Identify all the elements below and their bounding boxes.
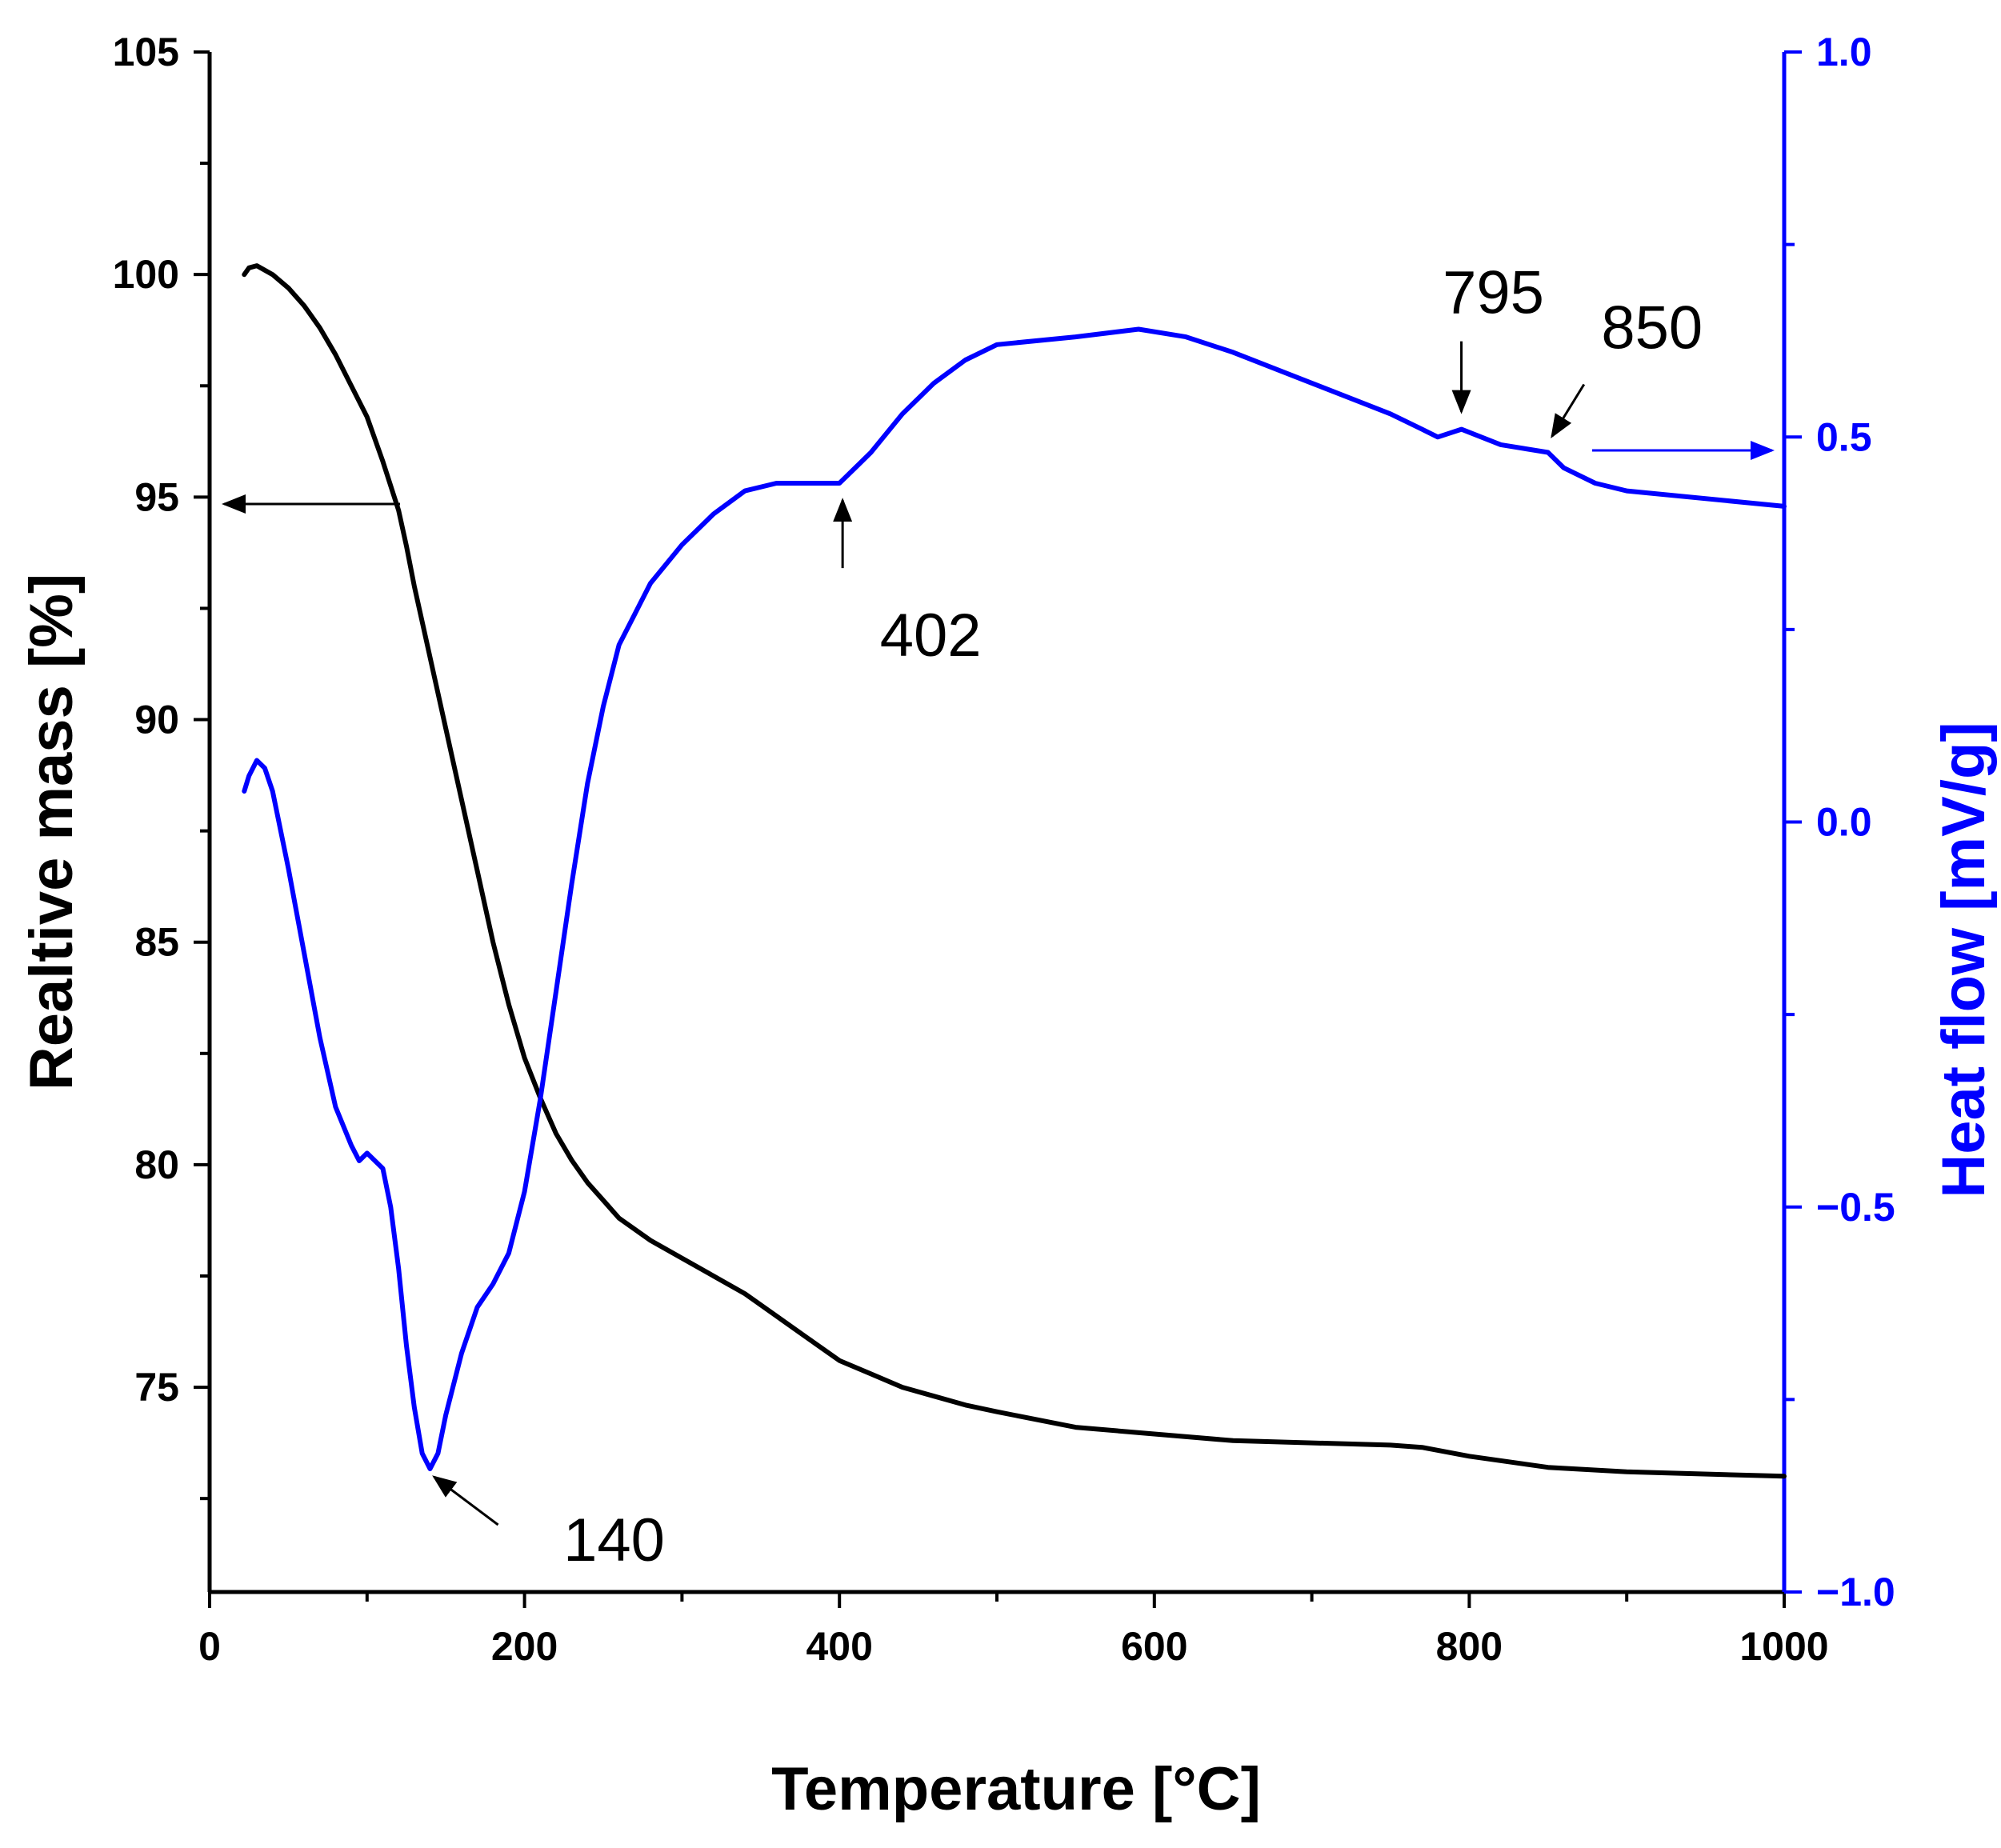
x-tick-label: 400 <box>806 1624 872 1669</box>
y2-tick-label: −0.5 <box>1816 1185 1895 1230</box>
annotation-label-140: 140 <box>563 1506 665 1574</box>
y2-tick-label: −1.0 <box>1816 1570 1895 1614</box>
y-axis-right: −1.0 −0.5 0.0 0.5 1.0 <box>1784 30 1895 1614</box>
annotation-layer: 140 402 795 850 <box>222 259 1775 1574</box>
heat-flow-line <box>242 326 1787 1471</box>
relative-mass-line <box>242 263 1787 1479</box>
y-axis-title: Realtive mass [%] <box>18 574 86 1090</box>
x-tick-label: 600 <box>1121 1624 1187 1669</box>
y2-axis-title: Heat flow [mV/g] <box>1930 722 1998 1198</box>
annotation-label-402: 402 <box>880 602 982 670</box>
y-axis-left: 75 80 85 90 95 100 105 <box>113 30 210 1501</box>
x-tick-label: 0 <box>198 1624 221 1669</box>
annotation-arrow-850 <box>1551 383 1586 439</box>
x-tick-label: 800 <box>1436 1624 1503 1669</box>
series-layer <box>242 263 1787 1479</box>
y2-tick-label: 0.0 <box>1816 800 1872 845</box>
x-axis-title: Temperature [°C] <box>771 1755 1261 1823</box>
y2-tick-label: 1.0 <box>1816 30 1872 74</box>
annotation-label-850: 850 <box>1601 294 1703 362</box>
y-tick-label: 75 <box>134 1365 179 1410</box>
y-tick-label: 100 <box>113 252 179 297</box>
plot-frame <box>207 52 1787 1594</box>
y-tick-label: 95 <box>134 474 179 519</box>
y-tick-label: 105 <box>113 30 179 74</box>
y-tick-label: 85 <box>134 920 179 965</box>
x-axis: 0 200 400 600 800 1000 <box>198 1592 1829 1669</box>
y2-tick-label: 0.5 <box>1816 414 1872 459</box>
y-tick-label: 80 <box>134 1142 179 1187</box>
x-tick-label: 200 <box>491 1624 558 1669</box>
y-tick-label: 90 <box>134 698 179 742</box>
annotation-arrow-140 <box>432 1475 499 1526</box>
x-tick-label: 1000 <box>1739 1624 1828 1669</box>
annotation-label-795: 795 <box>1443 259 1544 327</box>
